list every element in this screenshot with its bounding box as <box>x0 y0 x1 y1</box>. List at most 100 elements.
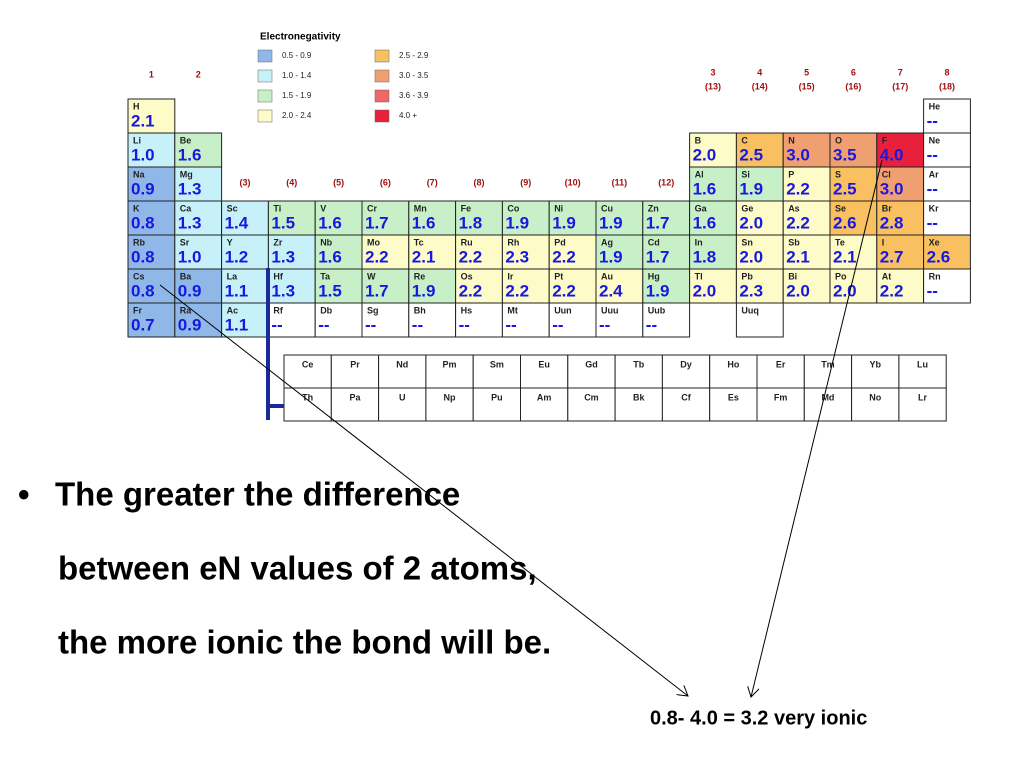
electronegativity: 2.2 <box>786 179 810 198</box>
element-cell <box>735 166 784 202</box>
element-symbol: Te <box>835 237 845 247</box>
legend-label: 0.5 - 0.9 <box>282 51 312 60</box>
electronegativity: 1.9 <box>599 213 623 232</box>
electronegativity: -- <box>271 315 282 334</box>
element-cell <box>923 268 971 304</box>
element-cell <box>735 234 784 270</box>
electronegativity: 0.8 <box>131 247 155 266</box>
element-symbol: Tl <box>695 271 703 281</box>
group-label: (4) <box>286 177 297 187</box>
electronegativity: 1.8 <box>459 213 483 232</box>
element-cell <box>314 302 363 338</box>
electronegativity: 1.1 <box>225 315 249 334</box>
electronegativity: 1.9 <box>505 213 529 232</box>
element-symbol: Cf <box>681 392 691 402</box>
electronegativity: -- <box>505 315 516 334</box>
bullet-line: the more ionic the bond will be. <box>58 624 551 661</box>
electronegativity: 1.6 <box>693 179 717 198</box>
element-symbol: Yb <box>869 359 881 369</box>
element-symbol: Cs <box>133 271 145 281</box>
electronegativity: -- <box>646 315 657 334</box>
electronegativity: 2.4 <box>599 281 623 300</box>
element-symbol: Y <box>227 237 233 247</box>
element-symbol: Au <box>601 271 613 281</box>
element-symbol: N <box>788 135 795 145</box>
electronegativity: 1.7 <box>365 213 389 232</box>
element-cell <box>378 354 427 389</box>
electronegativity: 1.9 <box>646 281 670 300</box>
element-symbol: Ra <box>180 305 192 315</box>
electronegativity: 2.5 <box>739 145 763 164</box>
electronegativity: 1.9 <box>412 281 436 300</box>
element-cell <box>127 302 176 338</box>
element-symbol: Cr <box>367 203 377 213</box>
element-symbol: Uuq <box>741 305 759 315</box>
element-symbol: Sc <box>227 203 238 213</box>
electronegativity: 2.2 <box>786 213 810 232</box>
group-label: (7) <box>427 177 438 187</box>
element-symbol: Pt <box>554 271 563 281</box>
legend-label: 2.0 - 2.4 <box>282 111 312 120</box>
element-symbol: Am <box>537 392 552 402</box>
element-symbol: Si <box>741 169 750 179</box>
group-label: (9) <box>520 177 531 187</box>
element-cell <box>267 200 316 236</box>
electronegativity: 2.0 <box>739 247 763 266</box>
periodic-table: H2.1He--Li1.0Be1.6B2.0C2.5N3.0O3.5F4.0Ne… <box>127 98 971 422</box>
electronegativity: -- <box>318 315 329 334</box>
element-symbol: Uuu <box>601 305 619 315</box>
element-cell <box>829 132 878 168</box>
element-symbol: Ne <box>929 135 941 145</box>
legend-title: Electronegativity <box>260 32 341 43</box>
electronegativity: 2.7 <box>880 247 904 266</box>
element-symbol: Ni <box>554 203 563 213</box>
electronegativity: 1.5 <box>271 213 295 232</box>
element-cell <box>689 234 737 270</box>
element-cell <box>735 132 784 168</box>
group-label: 3 <box>710 67 715 77</box>
element-symbol: Li <box>133 135 141 145</box>
group-label: (15) <box>799 81 815 91</box>
element-symbol: Ag <box>601 237 613 247</box>
element-symbol: Nd <box>396 359 408 369</box>
element-cell <box>803 387 853 422</box>
electronegativity: -- <box>365 315 376 334</box>
electronegativity: 1.7 <box>365 281 389 300</box>
element-symbol: Rh <box>507 237 519 247</box>
element-symbol: Na <box>133 169 145 179</box>
element-symbol: F <box>882 135 888 145</box>
electronegativity: 1.3 <box>271 281 295 300</box>
electronegativity: 1.5 <box>318 281 342 300</box>
element-symbol: Es <box>728 392 739 402</box>
element-symbol: Lr <box>918 392 927 402</box>
element-cell <box>174 302 223 338</box>
electronegativity: 1.0 <box>131 145 155 164</box>
electronegativity: 1.6 <box>318 213 342 232</box>
electronegativity: 1.9 <box>552 213 576 232</box>
element-symbol: Uub <box>648 305 666 315</box>
electronegativity: 2.3 <box>739 281 763 300</box>
element-symbol: Cm <box>584 392 599 402</box>
element-symbol: Zn <box>648 203 659 213</box>
element-symbol: Bh <box>414 305 426 315</box>
group-label: (13) <box>705 81 721 91</box>
element-cell <box>127 234 176 270</box>
element-cell <box>174 132 223 168</box>
element-cell <box>851 354 900 389</box>
electronegativity: -- <box>459 315 470 334</box>
element-symbol: Bi <box>788 271 797 281</box>
element-cell <box>642 268 691 304</box>
element-symbol: Pu <box>491 392 503 402</box>
electronegativity: 1.3 <box>271 247 295 266</box>
element-cell <box>501 302 550 338</box>
bullet-line: The greater the difference <box>55 476 460 513</box>
element-cell <box>221 200 269 236</box>
element-cell <box>330 354 380 389</box>
element-symbol: Sn <box>741 237 753 247</box>
element-symbol: Th <box>302 392 313 402</box>
group-label: (17) <box>892 81 908 91</box>
electronegativity: -- <box>552 315 563 334</box>
legend-swatch <box>374 69 390 83</box>
element-cell <box>221 302 269 338</box>
electronegativity: 0.8 <box>131 213 155 232</box>
